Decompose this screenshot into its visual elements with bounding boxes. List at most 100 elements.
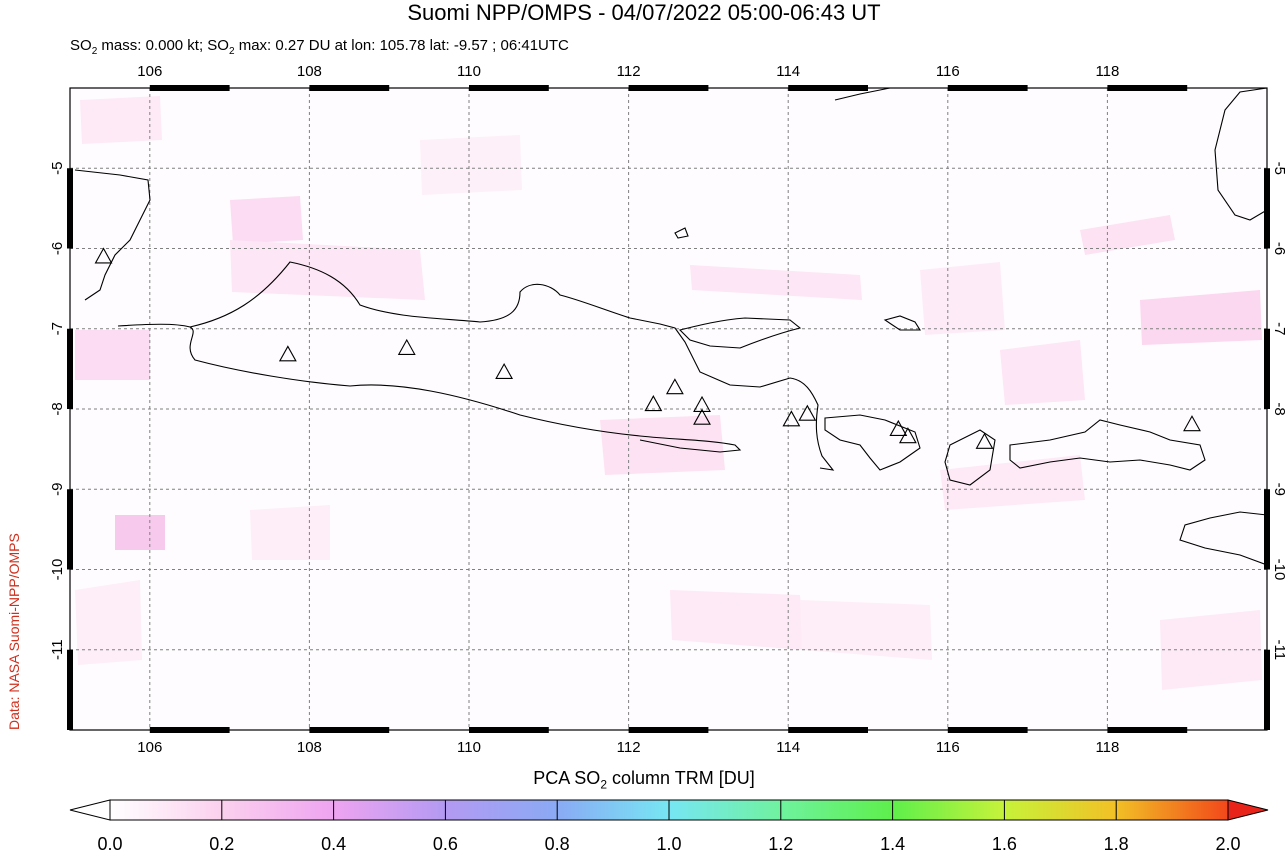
frame-tick-right — [1264, 328, 1270, 409]
triangle-icon — [94, 247, 113, 264]
colorbar-high-arrow — [1227, 799, 1269, 821]
colorbar-label: 1.0 — [656, 834, 682, 854]
frame-tick-bottom — [309, 727, 390, 733]
coastline-bali — [824, 414, 921, 471]
so2-retrieval-pixels — [75, 96, 1262, 690]
coastline-java-south — [117, 323, 742, 453]
lon-label-top: 114 — [776, 63, 800, 80]
map-graticule — [70, 88, 1267, 730]
lat-label-right: -11 — [1271, 639, 1288, 660]
colorbar-label: 0.0 — [97, 834, 123, 854]
lon-label-top: 108 — [297, 63, 322, 80]
triangle-icon — [693, 395, 711, 412]
lon-label-bottom: 118 — [1095, 739, 1119, 756]
lon-label-top: 106 — [137, 63, 162, 80]
frame-tick-top — [149, 85, 230, 91]
frame-tick-bottom — [469, 727, 549, 733]
lon-label-top: 112 — [617, 63, 641, 80]
coastline-bawean — [674, 227, 689, 239]
lon-label-bottom: 116 — [936, 739, 960, 756]
coastline-lombok — [944, 429, 996, 486]
frame-tick-left — [67, 489, 73, 570]
triangle-icon — [1183, 415, 1201, 432]
lat-label-left: -5 — [49, 162, 66, 175]
lon-label-bottom: 106 — [137, 739, 162, 756]
plot-subtitle: SO2 mass: 0.000 kt; SO2 max: 0.27 DU at … — [70, 37, 569, 57]
frame-tick-left — [67, 168, 73, 249]
lon-label-bottom: 110 — [457, 739, 481, 756]
lat-label-right: -5 — [1271, 162, 1288, 175]
frame-tick-right — [1264, 489, 1270, 570]
lon-label-top: 118 — [1095, 63, 1119, 80]
triangle-icon — [782, 410, 801, 427]
triangle-icon — [798, 404, 817, 421]
volcano-markers — [94, 247, 1201, 449]
lat-label-left: -6 — [49, 242, 66, 255]
lat-label-right: -7 — [1271, 322, 1288, 335]
coastline-sumbawa — [1009, 419, 1206, 471]
coastlines — [74, 88, 1267, 566]
frame-tick-top — [1107, 85, 1188, 91]
lat-label-right: -6 — [1271, 242, 1288, 255]
lat-label-left: -11 — [49, 639, 66, 660]
coastline-sumatra — [74, 169, 151, 301]
colorbar-label: 0.4 — [321, 834, 347, 854]
lon-label-top: 116 — [936, 63, 960, 80]
map-background — [70, 88, 1267, 730]
lon-label-bottom: 108 — [297, 739, 322, 756]
lat-label-left: -10 — [49, 559, 66, 581]
plot-title: Suomi NPP/OMPS - 04/07/2022 05:00-06:43 … — [407, 0, 881, 25]
lat-label-left: -8 — [49, 402, 66, 415]
coastline-kangean — [883, 315, 921, 331]
coastline-borneo-south — [834, 88, 891, 101]
colorbar — [69, 799, 1269, 821]
triangle-icon — [665, 378, 684, 395]
frame-tick-top — [788, 85, 868, 91]
colorbar-title: PCA SO2 column TRM [DU] — [533, 768, 755, 792]
colorbar-label: 1.4 — [880, 834, 906, 854]
longitude-labels: 106 106 108 108 110 110 112 112 114 114 116 116 118 1… — [137, 63, 1119, 756]
triangle-icon — [397, 338, 416, 355]
triangle-icon — [975, 432, 994, 449]
lon-label-bottom: 112 — [617, 739, 641, 756]
colorbar-label: 0.8 — [544, 834, 570, 854]
frame-tick-left — [67, 649, 73, 730]
frame-tick-bottom — [628, 727, 709, 733]
frame-tick-bottom — [788, 727, 868, 733]
lat-label-left: -9 — [49, 483, 66, 496]
coastline-borneo-sw — [1214, 88, 1267, 221]
lon-label-top: 110 — [457, 63, 481, 80]
lat-label-right: -8 — [1271, 402, 1288, 415]
frame-tick-bottom — [149, 727, 230, 733]
triangle-icon — [889, 419, 908, 437]
triangle-icon — [693, 408, 711, 425]
coastline-madura — [678, 317, 802, 349]
lat-label-left: -7 — [49, 322, 66, 335]
frame-tick-right — [1264, 649, 1270, 730]
frame-tick-top — [309, 85, 390, 91]
lat-label-right: -9 — [1271, 483, 1288, 496]
frame-ticks — [67, 85, 1270, 733]
coastline-sumba — [1179, 511, 1267, 566]
triangle-icon — [898, 427, 917, 444]
frame-tick-top — [628, 85, 709, 91]
frame-tick-bottom — [1107, 727, 1188, 733]
colorbar-label: 2.0 — [1215, 834, 1241, 854]
triangle-icon — [278, 345, 297, 362]
map-panel: 106 106 108 108 110 110 112 112 114 114 116 116 118 1… — [49, 63, 1288, 756]
coastline-java-north — [189, 261, 835, 471]
frame-tick-left — [67, 328, 73, 409]
frame-tick-bottom — [947, 727, 1028, 733]
latitude-labels: -5 -5 -6 -6 -7 -7 -8 -8 -9 -9 -10 -10 -11 -11 — [49, 162, 1288, 660]
lat-label-right: -10 — [1271, 559, 1288, 581]
colorbar-label: 0.6 — [432, 834, 458, 854]
lon-label-bottom: 114 — [776, 739, 800, 756]
colorbar-label: 1.8 — [1103, 834, 1129, 854]
frame-tick-top — [947, 85, 1028, 91]
colorbar-low-arrow — [69, 799, 111, 821]
frame-tick-top — [469, 85, 549, 91]
colorbar-label: 1.6 — [991, 834, 1017, 854]
frame-tick-right — [1264, 168, 1270, 249]
colorbar-label: 1.2 — [768, 834, 794, 854]
triangle-icon — [644, 395, 663, 412]
